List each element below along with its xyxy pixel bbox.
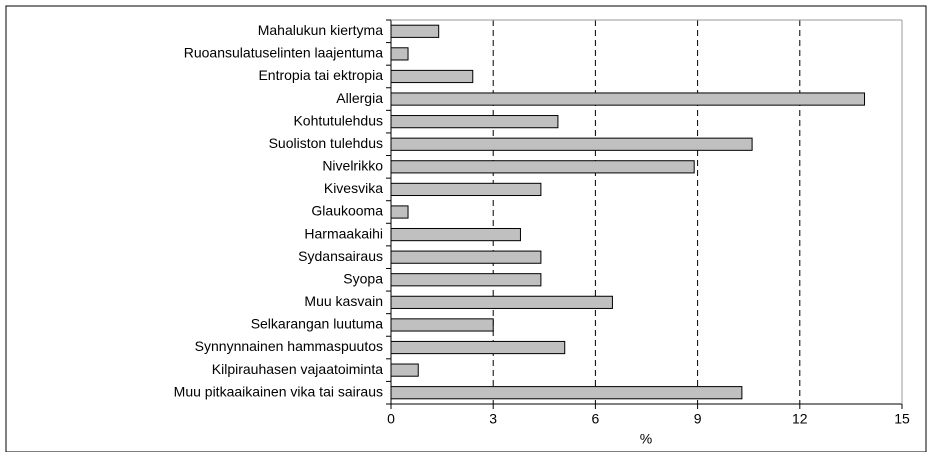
y-tick-label: Entropia tai ektropia xyxy=(258,67,383,83)
y-tick-label: Glaukooma xyxy=(311,203,383,219)
bar xyxy=(390,340,566,355)
bar xyxy=(390,295,613,309)
bar xyxy=(390,250,542,264)
bar xyxy=(390,160,695,174)
bar xyxy=(390,363,419,377)
y-tick-label: Ruoansulatuselinten laajentuma xyxy=(184,45,383,61)
y-tick-label: Selkarangan luutuma xyxy=(251,316,384,332)
y-tick-label: Muu pitkaaikainen vika tai sairaus xyxy=(174,383,383,399)
y-tick-label: Nivelrikko xyxy=(322,158,383,174)
x-tick-label: 3 xyxy=(489,411,497,427)
bar xyxy=(390,92,866,106)
y-tick-label: Syopa xyxy=(343,270,383,286)
x-tick-label: 15 xyxy=(894,411,910,427)
x-tick-label: 12 xyxy=(792,411,808,427)
y-tick-label: Kilpirauhasen vajaatoiminta xyxy=(212,361,383,377)
y-tick-label: Harmaakaihi xyxy=(304,225,383,241)
y-tick-label: Muu kasvain xyxy=(304,293,383,309)
frame xyxy=(5,5,927,452)
bar xyxy=(390,69,474,84)
bar xyxy=(390,205,409,219)
bar xyxy=(390,273,542,287)
bar xyxy=(390,227,521,242)
y-tick-label: Kohtutulehdus xyxy=(293,112,383,128)
x-tick-label: 0 xyxy=(387,411,395,427)
bar xyxy=(390,24,440,38)
x-tick-label: 9 xyxy=(694,411,702,427)
bar xyxy=(390,318,494,332)
y-tick-label: Mahalukun kiertyma xyxy=(258,22,383,38)
bar xyxy=(390,386,743,400)
bar xyxy=(390,115,559,129)
y-tick-label: Synnynnainen hammaspuutos xyxy=(195,338,383,354)
bar xyxy=(390,137,753,151)
bar xyxy=(390,47,409,61)
y-tick-label: Sydansairaus xyxy=(298,248,383,264)
x-axis-label: % xyxy=(640,431,652,447)
y-tick-label: Kivesvika xyxy=(324,180,383,196)
bar xyxy=(390,182,542,197)
y-tick-label: Suoliston tulehdus xyxy=(269,135,383,151)
y-tick-label: Allergia xyxy=(336,90,383,106)
x-tick-label: 6 xyxy=(592,411,600,427)
